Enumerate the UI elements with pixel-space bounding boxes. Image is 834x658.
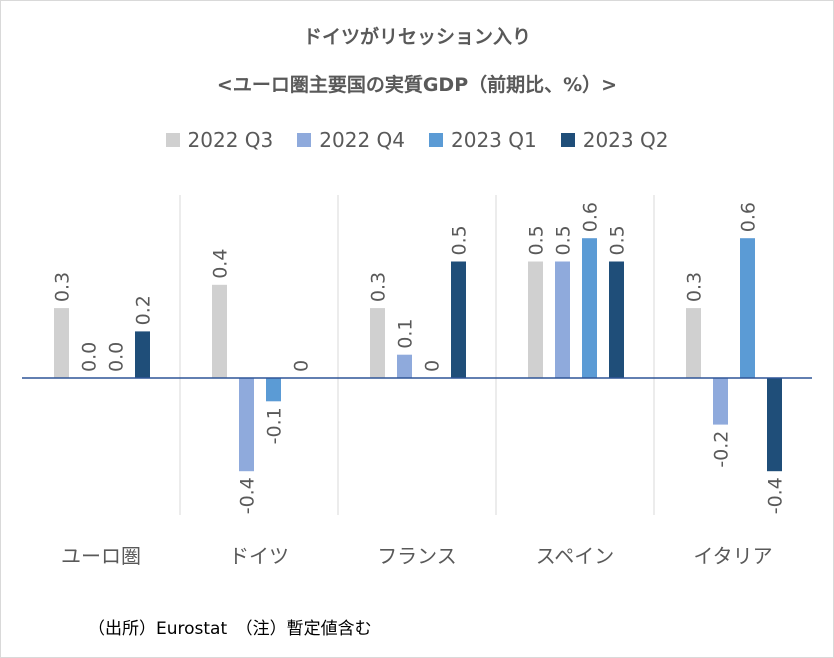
data-label: 0.0 <box>106 342 128 372</box>
bar <box>266 378 281 402</box>
data-label: 0 <box>291 360 313 372</box>
data-label: 0.3 <box>368 272 390 302</box>
data-label: 0.3 <box>52 272 74 302</box>
data-label: 0.6 <box>738 202 760 232</box>
bar <box>686 308 701 378</box>
legend-swatch <box>429 133 443 147</box>
bar <box>582 238 597 378</box>
bar <box>239 378 254 472</box>
bar <box>713 378 728 425</box>
bar <box>212 284 227 378</box>
data-label: 0.5 <box>449 225 471 255</box>
source-note: （出所）Eurostat （注）暫定値含む <box>88 619 372 639</box>
legend-item: 2023 Q2 <box>560 128 669 152</box>
bar <box>740 238 755 378</box>
data-label: 0.1 <box>395 318 417 348</box>
bar <box>54 308 69 378</box>
legend-label: 2023 Q1 <box>451 128 537 152</box>
chart-subtitle: <ユーロ圏主要国の実質GDP（前期比、%）> <box>216 74 618 96</box>
bar <box>767 378 782 472</box>
data-label: -0.4 <box>765 477 787 514</box>
data-label: -0.2 <box>711 431 733 468</box>
data-label: -0.4 <box>237 477 259 514</box>
data-label: -0.1 <box>264 407 286 444</box>
data-label: 0.4 <box>210 249 232 279</box>
data-label: 0.3 <box>684 272 706 302</box>
legend-label: 2023 Q2 <box>582 128 669 152</box>
bar <box>528 261 543 378</box>
legend-label: 2022 Q3 <box>187 128 274 152</box>
bar <box>397 354 412 378</box>
data-label: 0.5 <box>553 225 575 255</box>
bar <box>370 308 385 378</box>
data-label: 0.6 <box>580 202 602 232</box>
legend-item: 2023 Q1 <box>429 128 537 152</box>
bar <box>555 261 570 378</box>
category-label: スペイン <box>536 544 615 568</box>
legend-swatch <box>297 133 312 147</box>
legend-swatch <box>560 133 575 147</box>
chart-title: ドイツがリセッション入り <box>302 26 531 48</box>
bar <box>451 261 466 378</box>
legend: 2022 Q3 2022 Q4 2023 Q1 2023 Q2 <box>0 128 834 152</box>
category-label: ユーロ圏 <box>61 544 141 568</box>
data-label: 0.5 <box>526 225 548 255</box>
bar <box>609 261 624 378</box>
bar <box>135 331 150 378</box>
legend-item: 2022 Q4 <box>297 128 405 152</box>
data-label: 0.2 <box>133 295 155 325</box>
data-label: 0.5 <box>607 225 629 255</box>
legend-label: 2022 Q4 <box>319 128 405 152</box>
legend-item: 2022 Q3 <box>165 128 274 152</box>
data-label: 0 <box>422 360 444 372</box>
legend-swatch <box>165 133 180 147</box>
data-label: 0.0 <box>79 342 101 372</box>
category-label: イタリア <box>693 544 772 568</box>
category-label: フランス <box>377 544 457 568</box>
category-label: ドイツ <box>229 544 289 568</box>
